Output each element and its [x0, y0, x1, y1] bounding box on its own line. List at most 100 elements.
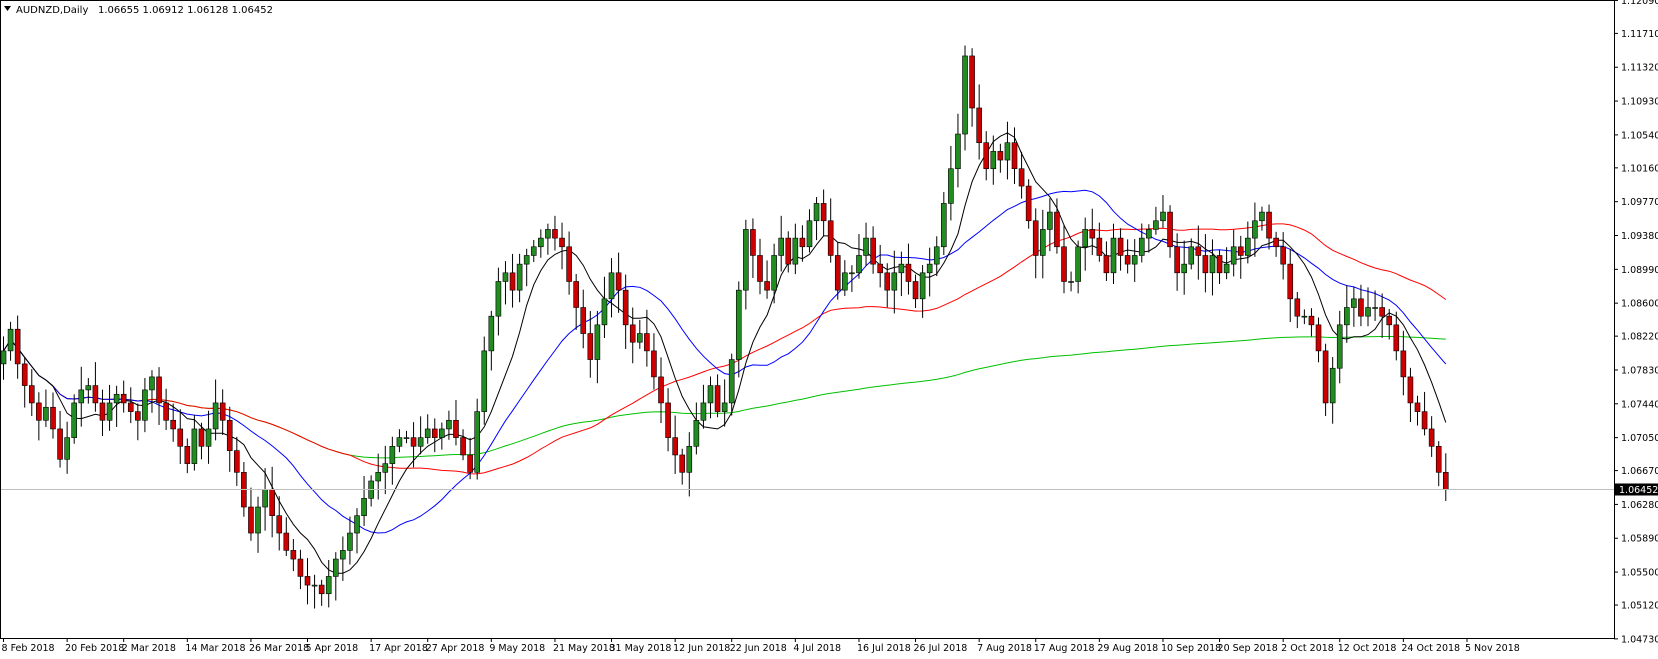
candle-body-down: [615, 272, 622, 291]
candle: [431, 418, 438, 453]
candle-body-down: [163, 402, 169, 421]
candle-body-down: [573, 281, 579, 308]
candle: [870, 226, 876, 274]
candle: [1322, 343, 1329, 417]
candle: [771, 243, 777, 304]
candle: [382, 445, 389, 495]
candle-body-up: [212, 402, 219, 430]
candle-body-up: [1252, 220, 1258, 239]
candle-body-up: [1230, 246, 1237, 265]
candle-body-down: [135, 411, 141, 421]
candle: [1351, 286, 1357, 327]
candle-body-up: [545, 229, 551, 239]
candle: [1018, 151, 1025, 199]
candle-body-up: [693, 419, 700, 447]
candle-body-up: [311, 584, 318, 587]
candle: [1421, 391, 1428, 436]
x-tick-label: 9 May 2018: [489, 643, 545, 654]
candle: [361, 476, 367, 526]
candle: [1195, 225, 1202, 280]
y-tick-label: 1.04730: [1621, 634, 1658, 645]
candle-body-down: [644, 333, 650, 352]
x-tick-label: 12 Oct 2018: [1338, 643, 1397, 654]
candle-body-down: [714, 385, 721, 412]
candle: [1096, 222, 1103, 262]
candle: [573, 273, 579, 330]
candle: [707, 376, 714, 419]
candle-body-down: [276, 515, 283, 534]
y-tick-label: 1.09770: [1621, 197, 1658, 208]
candle-body-up: [488, 315, 495, 352]
candle: [71, 394, 77, 444]
x-tick-label: 17 Aug 2018: [1034, 643, 1095, 654]
candle: [1252, 202, 1258, 257]
candle-body-up: [792, 237, 799, 265]
candle: [1146, 224, 1152, 253]
y-tick-label: 1.10540: [1621, 130, 1658, 141]
y-tick-label: 1.07440: [1621, 399, 1658, 410]
chevron-down-icon[interactable]: [4, 6, 11, 11]
candle-body-down: [99, 402, 106, 421]
candle: [28, 369, 35, 416]
candle: [849, 265, 855, 292]
candle-body-up: [636, 333, 643, 343]
candle: [50, 392, 56, 439]
candle-body-up: [530, 246, 537, 256]
candle: [113, 385, 120, 427]
candle-body-down: [1096, 237, 1103, 256]
candle-body-down: [14, 328, 21, 365]
candle-body-down: [1294, 298, 1301, 317]
candle-body-up: [891, 272, 898, 291]
candle-body-up: [205, 428, 212, 447]
candle-body-down: [234, 450, 240, 473]
candle: [891, 250, 898, 314]
candle: [580, 289, 587, 349]
x-tick-label: 5 Nov 2018: [1465, 643, 1520, 654]
y-tick-label: 1.10930: [1621, 97, 1658, 108]
candle: [191, 415, 198, 471]
candle-body-up: [743, 229, 749, 291]
x-tick-label: 31 May 2018: [610, 643, 672, 654]
candle-body-up: [325, 576, 332, 595]
y-tick-label: 1.05120: [1621, 601, 1658, 612]
candle-body-down: [827, 220, 834, 256]
candle-body-up: [1344, 307, 1350, 326]
candle: [1287, 248, 1294, 323]
candle-body-up: [64, 437, 70, 460]
x-tick-label: 5 Apr 2018: [306, 643, 359, 654]
candle: [1032, 208, 1039, 279]
candle: [757, 238, 763, 295]
candle: [170, 403, 176, 442]
candle: [834, 242, 841, 300]
candle-body-down: [57, 428, 63, 460]
candle-body-down: [1237, 246, 1244, 256]
candle-body-down: [21, 363, 28, 386]
candle-body-down: [467, 454, 473, 473]
candle: [919, 265, 926, 318]
candle-body-up: [778, 237, 785, 256]
candle: [601, 276, 608, 338]
candle: [120, 380, 127, 413]
candle: [778, 215, 785, 272]
candle: [1054, 198, 1060, 254]
x-tick-label: 16 Jul 2018: [857, 643, 911, 654]
candle: [1372, 290, 1378, 321]
candle: [1237, 235, 1244, 279]
candle-body-down: [1266, 211, 1272, 239]
y-tick-label: 1.09380: [1621, 231, 1658, 242]
candle-body-up: [1082, 229, 1089, 248]
candle-body-up: [71, 402, 77, 438]
candle-body-down: [1103, 255, 1110, 274]
ohlc-readout: 1.06655 1.06912 1.06128 1.06452: [98, 5, 273, 16]
candle: [1153, 206, 1159, 235]
candle-body-up: [403, 437, 410, 439]
candle: [608, 258, 615, 318]
candle: [488, 310, 495, 371]
candle: [149, 370, 155, 413]
candle-body-up: [594, 324, 601, 360]
x-tick-label: 2 Oct 2018: [1281, 643, 1334, 654]
candle: [36, 392, 42, 441]
